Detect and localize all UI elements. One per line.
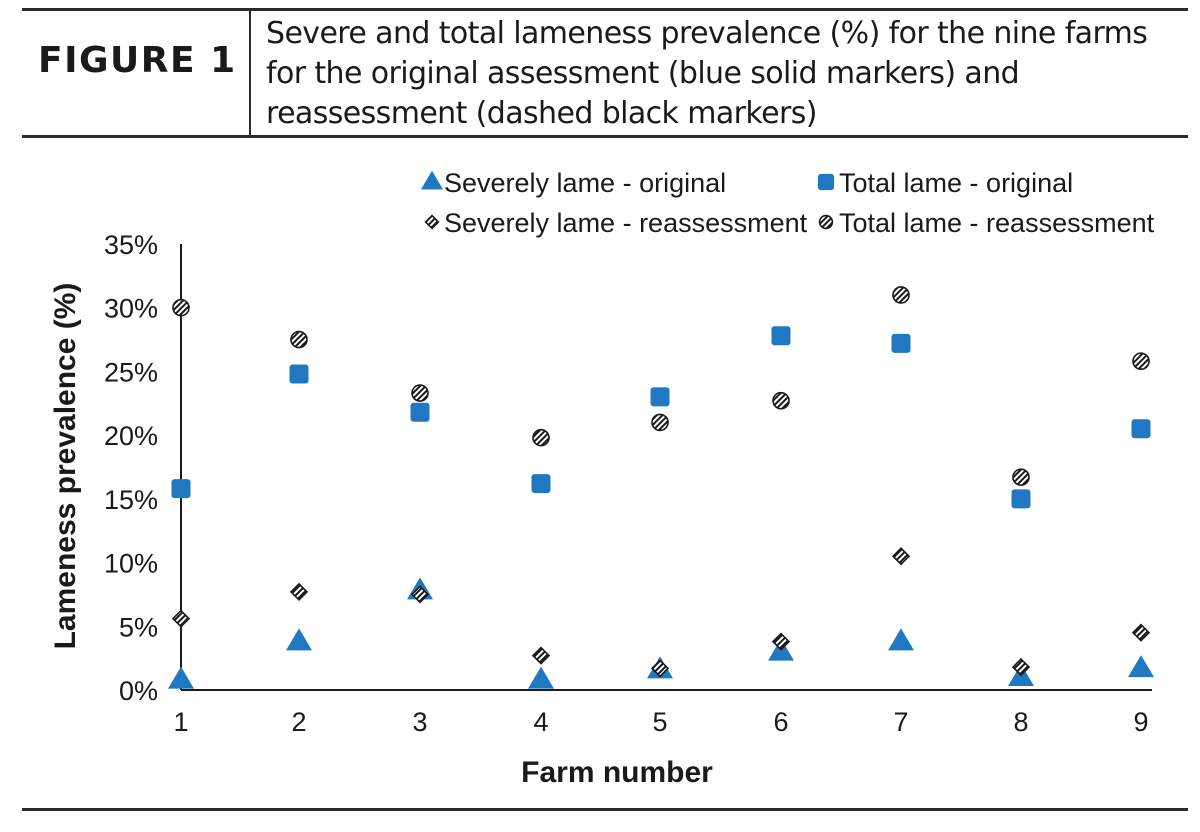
- x-tick-label: 7: [893, 707, 908, 737]
- legend-marker: [818, 214, 834, 230]
- total-lame-original-point: [531, 474, 551, 494]
- figure-label: FIGURE 1: [38, 40, 237, 81]
- total-lame-original-point: [650, 387, 670, 407]
- total-lame-reassessment-point: [772, 391, 790, 410]
- y-tick-label: 25%: [104, 357, 158, 387]
- total-lame-reassessment-point: [172, 298, 190, 317]
- y-tick-label: 35%: [104, 230, 158, 260]
- total-lame-reassessment-point: [290, 330, 308, 349]
- severely-lame-original-point: [1128, 655, 1154, 678]
- y-tick-label: 30%: [104, 294, 158, 324]
- severely-lame-reassessment-point: [171, 609, 191, 628]
- total-lame-original-point: [891, 333, 911, 353]
- y-tick-label: 15%: [104, 485, 158, 515]
- total-lame-reassessment-point: [411, 384, 429, 402]
- total-lame-reassessment-point: [892, 286, 910, 304]
- x-tick-label: 5: [652, 707, 667, 737]
- total-lame-original-point: [1011, 489, 1031, 509]
- severely-lame-reassessment-point: [1131, 623, 1151, 642]
- total-lame-original-point: [771, 326, 791, 346]
- x-tick-label: 9: [1133, 707, 1148, 737]
- y-tick-label: 20%: [104, 421, 158, 451]
- total-lame-original-point: [410, 402, 430, 422]
- x-tick-label: 8: [1013, 707, 1028, 737]
- legend-label: Total lame - reassessment: [839, 208, 1155, 238]
- severely-lame-original-point: [888, 628, 914, 651]
- legend-label: Total lame - original: [839, 168, 1073, 198]
- top-rule: [22, 8, 1188, 11]
- total-lame-reassessment-point: [532, 428, 550, 447]
- header-rule: [22, 135, 1188, 138]
- total-lame-reassessment-point: [1132, 352, 1150, 371]
- legend-label: Severely lame - original: [444, 168, 726, 198]
- severely-lame-reassessment-point: [1011, 657, 1031, 677]
- total-lame-original-point: [1131, 419, 1151, 439]
- x-tick-label: 1: [173, 707, 188, 737]
- severely-lame-original-point: [168, 666, 194, 689]
- severely-lame-reassessment-point: [650, 659, 670, 678]
- x-tick-label: 4: [533, 707, 548, 737]
- legend-marker: [420, 170, 444, 190]
- legend-label: Severely lame - reassessment: [444, 208, 808, 238]
- severely-lame-reassessment-point: [771, 632, 791, 651]
- y-tick-label: 0%: [119, 676, 158, 706]
- total-lame-original-point: [289, 364, 309, 384]
- x-axis-label: Farm number: [521, 756, 713, 789]
- total-lame-reassessment-point: [1012, 468, 1030, 486]
- total-lame-reassessment-point: [651, 413, 669, 432]
- bottom-rule: [22, 808, 1188, 811]
- severely-lame-original-point: [528, 666, 554, 689]
- total-lame-original-point: [171, 479, 191, 499]
- legend-marker: [817, 173, 835, 191]
- severely-lame-reassessment-point: [531, 646, 551, 665]
- severely-lame-reassessment-point: [891, 547, 911, 566]
- severely-lame-reassessment-point: [410, 585, 430, 604]
- severely-lame-original-point: [286, 628, 312, 651]
- x-tick-label: 3: [412, 707, 427, 737]
- y-axis-label: Lameness prevalence (%): [49, 283, 82, 650]
- header-separator: [249, 11, 251, 135]
- y-tick-label: 5%: [119, 612, 158, 642]
- severely-lame-reassessment-point: [289, 582, 309, 602]
- x-tick-label: 2: [291, 707, 306, 737]
- x-tick-label: 6: [773, 707, 788, 737]
- legend-marker: [424, 214, 440, 230]
- figure-caption: Severe and total lameness prevalence (%)…: [266, 16, 1148, 131]
- y-tick-label: 10%: [104, 549, 158, 579]
